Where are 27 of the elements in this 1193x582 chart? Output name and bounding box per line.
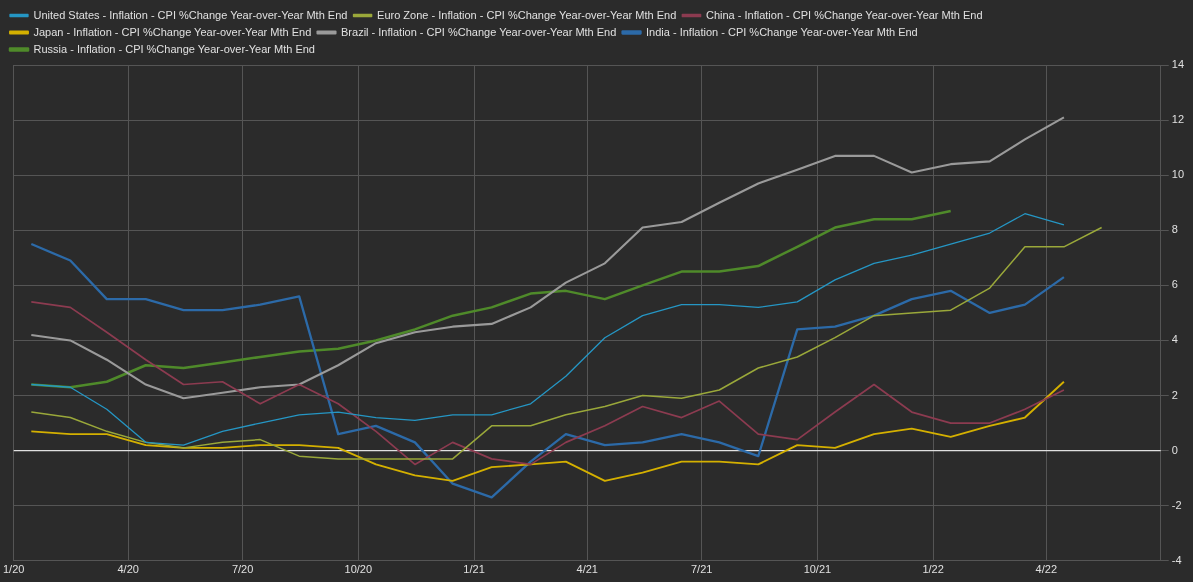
legend-label: China - Inflation - CPI %Change Year-over-Year Mth End [705, 8, 983, 21]
x-tick-label: 4/22 [1035, 563, 1058, 576]
y-tick-label: 2 [1171, 388, 1178, 401]
x-tick-label: 10/20 [344, 563, 373, 576]
y-tick-label: 12 [1171, 113, 1185, 126]
x-tick-label: 1/20 [2, 563, 25, 576]
y-tick-label: 6 [1171, 278, 1178, 291]
x-tick-label: 7/21 [690, 563, 713, 576]
y-tick-label: 4 [1171, 333, 1178, 346]
legend-label: Japan - Inflation - CPI %Change Year-over-Year Mth End [33, 25, 312, 38]
x-tick-label: 1/22 [922, 563, 944, 576]
legend-label: India - Inflation - CPI %Change Year-over-Year Mth End [646, 25, 918, 38]
x-tick-label: 4/20 [117, 563, 139, 576]
x-tick-label: 4/21 [576, 563, 598, 576]
x-tick-label: 7/20 [231, 563, 254, 576]
x-tick-label: 10/21 [803, 563, 832, 576]
y-tick-label: 14 [1171, 58, 1185, 71]
y-tick-label: 10 [1171, 168, 1185, 181]
legend-label: Brazil - Inflation - CPI %Change Year-over-Year Mth End [341, 25, 617, 38]
y-tick-label: 0 [1171, 443, 1178, 456]
y-tick-label: -2 [1171, 498, 1182, 511]
y-tick-label: 8 [1171, 223, 1178, 236]
y-tick-label: -4 [1171, 553, 1182, 566]
legend-label: Euro Zone - Inflation - CPI %Change Year-over-Year Mth End [377, 8, 677, 21]
legend-label: United States - Inflation - CPI %Change Year-over-Year Mth End [33, 8, 348, 21]
legend-label: Russia - Inflation - CPI %Change Year-over-Year Mth End [33, 42, 315, 55]
x-tick-label: 1/21 [463, 563, 485, 576]
